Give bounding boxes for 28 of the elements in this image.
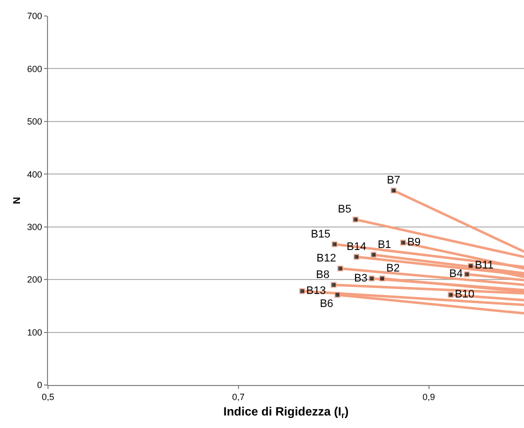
y-tick-label: 300 <box>27 222 42 232</box>
series-label: B14 <box>346 241 366 254</box>
series-label: B11 <box>474 260 494 272</box>
series-label: B13 <box>306 284 326 297</box>
series-label: B4 <box>449 268 463 280</box>
y-tick-label: 0 <box>37 380 42 390</box>
y-tick-label: 600 <box>27 64 42 74</box>
y-tick-label: 200 <box>27 274 42 285</box>
series-label: B5 <box>338 204 352 216</box>
series-label: B8 <box>316 268 330 281</box>
series-label: B3 <box>354 272 368 284</box>
x-axis-title: Indice di Rigidezza (I$_{r}$) <box>223 404 349 420</box>
y-tick-label: 400 <box>27 169 42 180</box>
y-tick-label: 100 <box>27 327 42 338</box>
y-tick-label: 500 <box>27 116 42 127</box>
y-axis-title: N <box>12 196 24 204</box>
series-label: B15 <box>310 228 330 240</box>
series-label: B12 <box>316 252 336 265</box>
series-label: B9 <box>407 236 421 248</box>
x-tick-label: 0,7 <box>232 392 245 402</box>
series-label: B6 <box>320 298 334 310</box>
series-label: B7 <box>386 174 400 187</box>
series-label: B2 <box>386 262 400 275</box>
x-tick-label: 0,9 <box>422 392 436 402</box>
x-tick-label: 0,5 <box>42 392 54 402</box>
series-label: B1 <box>378 238 392 251</box>
y-tick-label: 700 <box>27 11 42 22</box>
series-label: B10 <box>454 288 474 301</box>
